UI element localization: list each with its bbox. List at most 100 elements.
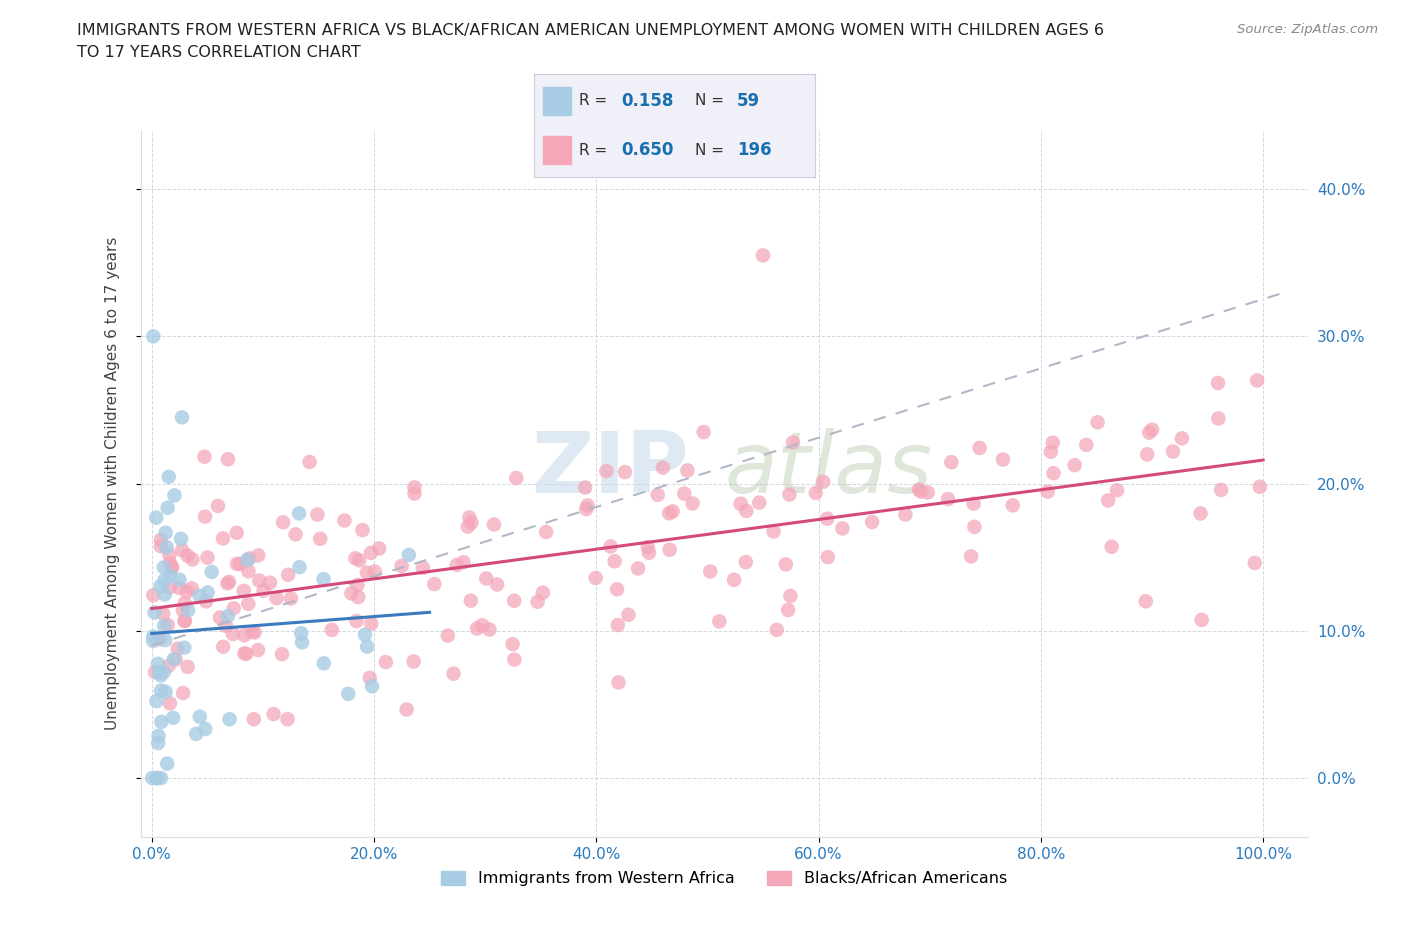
Point	[146, 771, 169, 786]
Point	[910, 485, 932, 499]
Point	[186, 726, 208, 741]
Point	[606, 582, 628, 597]
Point	[143, 605, 166, 620]
Point	[312, 656, 335, 671]
Point	[160, 560, 183, 575]
Point	[173, 596, 195, 611]
Point	[288, 560, 311, 575]
Point	[243, 711, 266, 726]
Point	[1042, 466, 1064, 481]
Point	[359, 671, 381, 685]
Point	[658, 506, 681, 521]
Point	[271, 646, 294, 661]
Point	[486, 577, 509, 591]
Point	[263, 707, 285, 722]
Point	[173, 640, 195, 655]
Point	[157, 470, 180, 485]
Point	[170, 543, 193, 558]
Point	[277, 567, 299, 582]
Point	[194, 510, 217, 525]
Text: R =: R =	[579, 142, 607, 157]
Point	[195, 594, 218, 609]
Point	[502, 637, 524, 652]
Point	[146, 657, 169, 671]
Point	[159, 568, 181, 583]
Point	[149, 579, 172, 594]
Point	[368, 541, 391, 556]
Point	[149, 631, 172, 646]
Point	[606, 618, 628, 632]
Point	[395, 702, 418, 717]
Point	[188, 710, 211, 724]
Point	[266, 591, 288, 605]
Point	[309, 531, 332, 546]
Point	[208, 610, 231, 625]
Point	[169, 572, 191, 587]
Point	[222, 627, 245, 642]
Point	[176, 548, 198, 563]
Point	[155, 632, 177, 647]
Point	[176, 659, 198, 674]
Point	[658, 542, 681, 557]
Point	[218, 711, 240, 726]
Point	[526, 594, 548, 609]
Point	[243, 625, 266, 640]
Point	[238, 596, 260, 611]
Point	[730, 497, 752, 512]
Point	[1246, 373, 1268, 388]
Point	[676, 463, 699, 478]
Point	[534, 525, 557, 539]
Point	[465, 621, 488, 636]
Point	[637, 539, 659, 554]
Point	[280, 591, 302, 605]
Point	[1087, 415, 1109, 430]
Point	[1001, 498, 1024, 512]
Point	[290, 626, 312, 641]
Point	[404, 486, 426, 501]
Point	[215, 618, 238, 633]
Point	[153, 587, 176, 602]
Point	[360, 617, 382, 631]
Point	[159, 548, 181, 563]
Point	[163, 488, 186, 503]
Point	[1249, 479, 1271, 494]
Point	[197, 550, 219, 565]
Point	[150, 684, 173, 698]
Point	[446, 557, 468, 572]
Point	[482, 517, 505, 532]
Point	[778, 603, 800, 618]
Point	[804, 485, 827, 500]
Point	[212, 531, 235, 546]
Point	[163, 652, 186, 667]
Point	[142, 588, 165, 603]
Point	[1137, 425, 1160, 440]
Point	[172, 603, 194, 618]
Point	[238, 551, 260, 565]
Point	[212, 639, 235, 654]
Point	[169, 580, 191, 595]
Point	[347, 590, 370, 604]
Point	[673, 486, 696, 501]
Point	[652, 460, 675, 475]
Text: 196: 196	[737, 141, 772, 159]
Point	[259, 576, 281, 591]
Point	[162, 711, 184, 725]
Point	[148, 665, 170, 680]
Point	[460, 593, 482, 608]
Point	[298, 455, 321, 470]
Text: 0.158: 0.158	[621, 92, 673, 110]
Point	[398, 548, 420, 563]
Point	[156, 756, 179, 771]
Text: N =: N =	[695, 142, 724, 157]
Point	[173, 614, 195, 629]
Point	[460, 515, 482, 530]
Point	[284, 527, 307, 542]
Point	[457, 519, 479, 534]
Point	[576, 498, 599, 512]
Point	[991, 452, 1014, 467]
Point	[340, 586, 363, 601]
Point	[1036, 485, 1059, 499]
Point	[503, 652, 526, 667]
Point	[238, 564, 260, 578]
Point	[312, 572, 335, 587]
